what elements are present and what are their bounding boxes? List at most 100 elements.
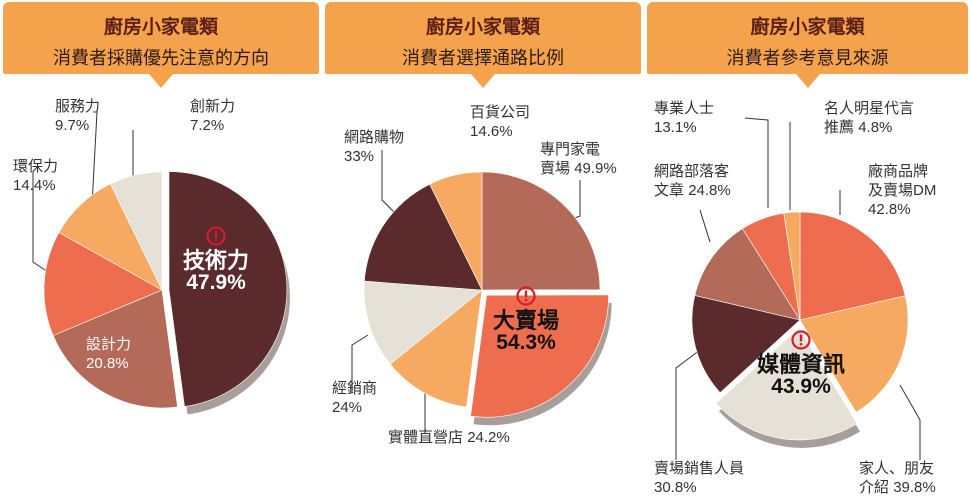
slice-name: 家人、朋友 bbox=[859, 460, 935, 477]
highlight-label: 技術力 47.9% bbox=[166, 226, 266, 294]
panel-header: 廚房小家電類 消費者採購優先注意的方向 bbox=[3, 2, 319, 88]
chart-title: 廚房小家電類 bbox=[103, 17, 218, 38]
chart-subtitle: 消費者採購優先注意的方向 bbox=[53, 48, 269, 68]
slice-value: 24.8% bbox=[688, 182, 731, 199]
slice-label-celebrity: 名人明星代言 推薦 4.8% bbox=[824, 99, 914, 137]
slice-label-direct-store: 實體直營店 24.2% bbox=[388, 428, 510, 447]
slice-e5b088e99680e5aeb6e99bbb bbox=[481, 171, 601, 291]
leader-line bbox=[32, 172, 49, 273]
chart-subtitle: 消費者選擇通路比例 bbox=[402, 48, 564, 68]
slice-e589b5e696b0e58a9b bbox=[110, 171, 163, 291]
leader-line bbox=[351, 334, 369, 392]
panel-header: 廚房小家電類 消費者選擇通路比例 bbox=[325, 2, 641, 88]
pie-chart bbox=[32, 111, 290, 415]
slice-e792b0e4bf9de58a9b bbox=[43, 232, 163, 336]
leader-line bbox=[699, 209, 711, 243]
slice-name: 推薦 bbox=[824, 119, 855, 136]
slice-value: 24% bbox=[332, 399, 363, 416]
chart-title: 廚房小家電類 bbox=[750, 17, 865, 38]
slice-name: 專門家電 bbox=[540, 141, 601, 158]
slice-name: 環保力 bbox=[13, 158, 59, 175]
highlight-name: 媒體資訊 bbox=[756, 352, 845, 377]
leader-line bbox=[899, 384, 921, 460]
chart-subtitle: 消費者參考意見來源 bbox=[726, 48, 889, 68]
slice-label-eco: 環保力 14.4% bbox=[13, 157, 58, 195]
slice-label-department-store: 百貨公司 14.6% bbox=[470, 103, 530, 141]
slice-e5aa92e9ab94e8b387e8a88a bbox=[715, 327, 858, 441]
slice-e799bee8b2a8e585ace58fb8 bbox=[429, 171, 483, 291]
slice-label-professionals: 專業人士 13.1% bbox=[654, 99, 714, 137]
slice-name: 創新力 bbox=[190, 98, 236, 115]
slice-e7b693e98ab7e59586 bbox=[363, 280, 483, 365]
exclamation-circle-icon bbox=[206, 226, 226, 246]
slice-name: 及賣場DM bbox=[868, 182, 937, 199]
slice-name: 設計力 bbox=[86, 336, 132, 353]
panel-channels: 廚房小家電類 消費者選擇通路比例 百貨公司 14.6% 網路購物 33% 專門家… bbox=[322, 0, 644, 504]
slice-value: 20.8% bbox=[86, 355, 129, 372]
slice-name: 賣場銷售人員 bbox=[654, 460, 745, 477]
slice-name: 服務力 bbox=[55, 98, 101, 115]
slice-name: 賣場 bbox=[540, 160, 571, 177]
slice-label-dealer: 經銷商 24% bbox=[332, 379, 377, 417]
slice-label-brand-dm: 廠商品牌 及賣場DM 42.8% bbox=[868, 162, 936, 219]
slice-e8b3a3e5a0b4e98ab7e594ae bbox=[691, 295, 801, 394]
slice-e8a8ade8a888e58a9b bbox=[52, 289, 178, 409]
highlight-value: 47.9% bbox=[186, 271, 246, 294]
slice-name: 專業人士 bbox=[654, 100, 715, 117]
highlight-name: 大賣場 bbox=[492, 308, 559, 333]
panel-header: 廚房小家電類 消費者參考意見來源 bbox=[647, 2, 968, 88]
slice-name: 廠商品牌 bbox=[868, 163, 929, 180]
slice-label-appliance-store: 專門家電 賣場 49.9% bbox=[540, 140, 617, 178]
slice-label-service: 服務力 9.7% bbox=[55, 97, 100, 135]
pie-chart bbox=[351, 150, 612, 432]
highlight-value: 43.9% bbox=[771, 375, 831, 398]
leader-line bbox=[91, 111, 98, 206]
exclamation-circle-icon bbox=[791, 330, 811, 350]
slice-name: 文章 bbox=[654, 182, 685, 199]
slice-e5bba0e59586e59381e7898c bbox=[799, 211, 906, 321]
slice-value: 4.8% bbox=[858, 119, 893, 136]
slice-value: 24.2% bbox=[467, 429, 510, 446]
panel-purchase-priorities: 廚房小家電類 消費者採購優先注意的方向 服務力 9.7% 創新力 7.2% 環保… bbox=[0, 0, 322, 504]
slice-name: 介紹 bbox=[859, 479, 890, 496]
slice-label-online: 網路購物 33% bbox=[344, 128, 404, 166]
highlight-value: 54.3% bbox=[496, 331, 556, 354]
panel-info-sources: 廚房小家電類 消費者參考意見來源 專業人士 13.1% 名人明星代言 推薦 4.… bbox=[644, 0, 971, 504]
highlight-label: 媒體資訊 43.9% bbox=[749, 330, 853, 398]
slice-e68a80e8a193e58a9b bbox=[168, 171, 288, 407]
slice-label-design: 設計力 20.8% bbox=[86, 335, 131, 373]
slice-label-family: 家人、朋友 介紹 39.8% bbox=[859, 459, 936, 497]
slice-name: 經銷商 bbox=[332, 380, 378, 397]
exclamation-circle-icon bbox=[516, 286, 536, 306]
slice-label-bloggers: 網路部落客 文章 24.8% bbox=[654, 162, 731, 200]
slice-value: 42.8% bbox=[868, 201, 911, 218]
slice-name: 百貨公司 bbox=[470, 104, 531, 121]
slice-name: 名人明星代言 bbox=[824, 100, 915, 117]
highlight-label: 大賣場 54.3% bbox=[476, 286, 576, 354]
slice-e5908de4babae6988ee6989f bbox=[783, 211, 801, 321]
slice-label-innovation: 創新力 7.2% bbox=[190, 97, 235, 135]
slice-e5a4a7e8b3a3e5a0b4 bbox=[470, 294, 609, 418]
slice-name: 實體直營店 bbox=[388, 429, 464, 446]
pie-chart bbox=[675, 117, 921, 460]
slice-value: 9.7% bbox=[55, 117, 90, 134]
leader-line bbox=[675, 349, 701, 460]
slice-value: 33% bbox=[344, 148, 375, 165]
leader-line bbox=[744, 117, 769, 208]
slice-label-sales-staff: 賣場銷售人員 30.8% bbox=[654, 459, 744, 497]
slice-name: 網路部落客 bbox=[654, 163, 730, 180]
slice-name: 網路購物 bbox=[344, 129, 405, 146]
highlight-name: 技術力 bbox=[182, 248, 249, 273]
slice-e7b6b2e8b7afe8b3bce789a9 bbox=[364, 183, 483, 291]
slice-value: 30.8% bbox=[654, 479, 697, 496]
slice-e7b6b2e8b7afe983a8e890bd bbox=[694, 228, 801, 321]
slice-value: 39.8% bbox=[893, 479, 936, 496]
slice-e5afa6e9ab94e79bb4e7879f bbox=[389, 289, 483, 408]
slice-e5aeb6e4babae38081e69c8b bbox=[799, 295, 909, 413]
slice-value: 49.9% bbox=[574, 160, 617, 177]
slice-value: 13.1% bbox=[654, 119, 697, 136]
chart-title: 廚房小家電類 bbox=[425, 17, 540, 38]
slice-value: 14.6% bbox=[470, 123, 513, 140]
slice-value: 7.2% bbox=[190, 117, 225, 134]
